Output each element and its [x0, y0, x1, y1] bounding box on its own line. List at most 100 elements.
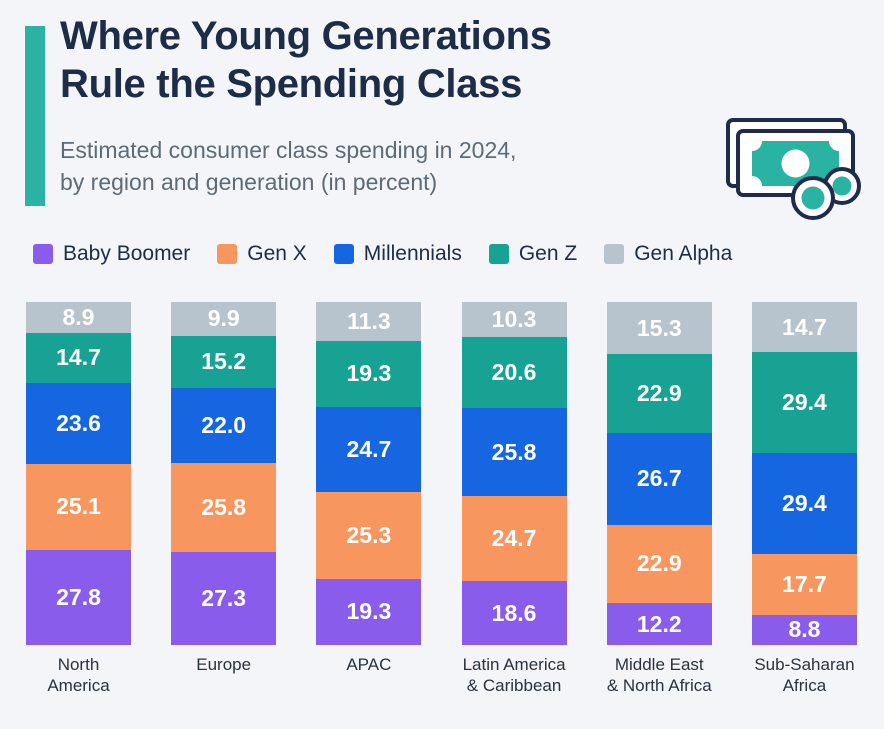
value-label-europe-gen-x: 25.8: [201, 493, 247, 520]
page-title: Where Young Generations Rule the Spending…: [60, 12, 884, 108]
segment-north-america-millennials: 23.6: [26, 382, 131, 464]
segment-europe-gen-z: 15.2: [171, 335, 277, 388]
stacked-bar-chart: 8.9 14.7 23.6 25.1 27.8 North America 9.9 15.2 22…: [26, 302, 857, 696]
title-accent-bar: [25, 26, 45, 206]
segment-europe-millennials: 22.0: [171, 387, 277, 464]
segment-europe-gen-x: 25.8: [171, 463, 277, 552]
value-label-latin-america-caribbean-gen-x: 24.7: [491, 525, 537, 552]
value-label-north-america-baby-boomer: 27.8: [56, 583, 101, 610]
segment-north-america-baby-boomer: 27.8: [26, 549, 131, 645]
legend-item-gen-alpha: Gen Alpha: [604, 242, 732, 266]
segment-apac-millennials: 24.7: [316, 407, 422, 492]
value-label-sub-saharan-africa-gen-alpha: 14.7: [782, 313, 827, 340]
legend-swatch-baby-boomer: [33, 244, 53, 264]
page-subtitle: Estimated consumer class spending in 202…: [60, 134, 884, 198]
stacked-bar-sub-saharan-africa: 14.7 29.4 29.4 17.7 8.8: [751, 302, 857, 645]
category-label-apac: APAC: [346, 655, 392, 674]
segment-apac-gen-z: 19.3: [316, 340, 422, 408]
stacked-bar-latin-america-caribbean: 10.3 20.6 25.8 24.7 18.6: [461, 302, 567, 645]
category-label-middle-east-north-africa: Middle East & North Africa: [606, 655, 712, 695]
segment-middle-east-north-africa-gen-alpha: 15.3: [606, 302, 712, 355]
value-label-europe-millennials: 22.0: [201, 412, 247, 439]
value-label-latin-america-caribbean-baby-boomer: 18.6: [491, 599, 537, 626]
value-label-latin-america-caribbean-gen-z: 20.6: [491, 359, 537, 386]
value-label-apac-millennials: 24.7: [346, 435, 392, 462]
value-label-europe-baby-boomer: 27.3: [201, 584, 247, 611]
stacked-bar-apac: 11.3 19.3 24.7 25.3 19.3: [316, 302, 422, 645]
legend: Baby Boomer Gen X Millennials Gen Z Gen Alph…: [33, 242, 884, 266]
value-label-europe-gen-alpha: 9.9: [207, 305, 240, 332]
legend-label-baby-boomer: Baby Boomer: [63, 242, 191, 265]
value-label-sub-saharan-africa-baby-boomer: 8.8: [788, 616, 821, 643]
value-label-apac-gen-alpha: 11.3: [347, 307, 391, 334]
segment-middle-east-north-africa-baby-boomer: 12.2: [606, 603, 712, 645]
category-label-latin-america-caribbean: Latin America & Caribbean: [462, 655, 566, 695]
value-label-latin-america-caribbean-gen-alpha: 10.3: [491, 306, 537, 333]
legend-label-gen-z: Gen Z: [518, 242, 578, 265]
segment-apac-baby-boomer: 19.3: [316, 578, 422, 645]
segment-latin-america-caribbean-baby-boomer: 18.6: [461, 581, 567, 645]
page-title-line-2: Rule the Spending Class: [60, 62, 523, 106]
value-label-north-america-gen-x: 25.1: [56, 493, 101, 520]
bar-column-middle-east-north-africa: 15.3 22.9 26.7 22.9 12.2 Middle East & North A…: [606, 302, 712, 696]
value-label-north-america-gen-alpha: 8.9: [62, 303, 95, 330]
legend-swatch-millennials: [333, 244, 354, 264]
legend-swatch-gen-z: [488, 244, 509, 264]
value-label-apac-gen-x: 25.3: [346, 521, 392, 548]
category-label-europe: Europe: [196, 655, 252, 674]
bar-column-europe: 9.9 15.2 22.0 25.8 27.3 Europe: [171, 302, 277, 696]
legend-item-gen-x: Gen X: [217, 242, 307, 266]
page-subtitle-line-2: by region and generation (in percent): [60, 169, 438, 195]
value-label-sub-saharan-africa-gen-z: 29.4: [782, 389, 827, 416]
bar-column-latin-america-caribbean: 10.3 20.6 25.8 24.7 18.6 Latin America & Carib…: [461, 302, 567, 696]
segment-north-america-gen-x: 25.1: [26, 463, 131, 550]
legend-item-baby-boomer: Baby Boomer: [33, 242, 190, 266]
segment-europe-gen-alpha: 9.9: [171, 302, 277, 336]
value-label-apac-baby-boomer: 19.3: [346, 598, 392, 625]
legend-label-gen-x: Gen X: [247, 242, 307, 265]
segment-latin-america-caribbean-gen-alpha: 10.3: [461, 302, 567, 338]
value-label-middle-east-north-africa-millennials: 26.7: [636, 465, 682, 492]
segment-sub-saharan-africa-gen-alpha: 14.7: [751, 302, 857, 353]
segment-latin-america-caribbean-gen-z: 20.6: [461, 337, 567, 408]
value-label-middle-east-north-africa-gen-x: 22.9: [636, 550, 682, 577]
value-label-middle-east-north-africa-baby-boomer: 12.2: [636, 610, 682, 637]
value-label-north-america-gen-z: 14.7: [56, 344, 101, 371]
segment-latin-america-caribbean-millennials: 25.8: [461, 407, 567, 497]
legend-label-gen-alpha: Gen Alpha: [634, 242, 733, 265]
money-icon: [680, 110, 862, 222]
segment-sub-saharan-africa-gen-x: 17.7: [751, 554, 857, 615]
segment-north-america-gen-alpha: 8.9: [26, 302, 131, 333]
segment-middle-east-north-africa-gen-x: 22.9: [606, 524, 712, 604]
value-label-europe-gen-z: 15.2: [201, 348, 247, 375]
segment-latin-america-caribbean-gen-x: 24.7: [461, 496, 567, 582]
segment-sub-saharan-africa-millennials: 29.4: [751, 453, 857, 555]
stacked-bar-europe: 9.9 15.2 22.0 25.8 27.3: [171, 302, 277, 645]
value-label-north-america-millennials: 23.6: [56, 409, 101, 436]
value-label-middle-east-north-africa-gen-z: 22.9: [636, 380, 682, 407]
segment-europe-baby-boomer: 27.3: [171, 551, 277, 645]
segment-north-america-gen-z: 14.7: [26, 332, 131, 383]
segment-apac-gen-alpha: 11.3: [316, 302, 422, 341]
category-label-north-america: North America: [47, 655, 110, 695]
value-label-sub-saharan-africa-millennials: 29.4: [782, 490, 827, 517]
legend-swatch-gen-alpha: [604, 244, 625, 264]
legend-item-millennials: Millennials: [333, 242, 462, 266]
segment-sub-saharan-africa-baby-boomer: 8.8: [751, 614, 857, 645]
value-label-sub-saharan-africa-gen-x: 17.7: [782, 570, 827, 597]
page-subtitle-line-1: Estimated consumer class spending in 202…: [60, 137, 517, 163]
segment-sub-saharan-africa-gen-z: 29.4: [751, 352, 857, 454]
segment-middle-east-north-africa-millennials: 26.7: [606, 433, 712, 525]
category-label-sub-saharan-africa: Sub-Saharan Africa: [754, 655, 855, 695]
value-label-latin-america-caribbean-millennials: 25.8: [491, 438, 537, 465]
bar-column-north-america: 8.9 14.7 23.6 25.1 27.8 North America: [26, 302, 131, 696]
header: Where Young Generations Rule the Spending…: [0, 12, 884, 220]
value-label-apac-gen-z: 19.3: [346, 360, 392, 387]
bar-column-apac: 11.3 19.3 24.7 25.3 19.3 APAC: [316, 302, 422, 696]
legend-item-gen-z: Gen Z: [488, 242, 578, 266]
stacked-bar-north-america: 8.9 14.7 23.6 25.1 27.8: [26, 302, 131, 645]
segment-apac-gen-x: 25.3: [316, 491, 422, 579]
segment-middle-east-north-africa-gen-z: 22.9: [606, 354, 712, 434]
legend-label-millennials: Millennials: [363, 242, 462, 265]
stacked-bar-middle-east-north-africa: 15.3 22.9 26.7 22.9 12.2: [606, 302, 712, 645]
